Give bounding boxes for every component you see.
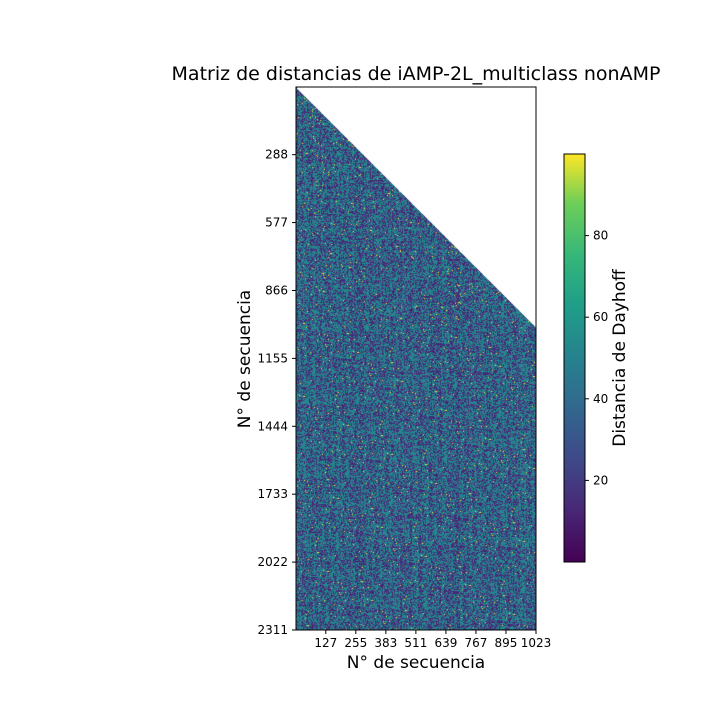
heatmap-cells: [296, 87, 536, 630]
y-tick-label: 1155: [257, 351, 288, 365]
y-tick-label: 866: [265, 283, 288, 297]
x-tick-label: 255: [344, 636, 367, 650]
y-axis-ticks: 288 577 866 1155 1444 1733 2022 2311: [257, 148, 296, 637]
y-tick-label: 1733: [257, 487, 288, 501]
x-tick-label: 127: [314, 636, 337, 650]
chart-title: Matriz de distancias de iAMP-2L_multicla…: [172, 63, 661, 85]
x-axis-ticks: 127 255 383 511 639 767 895 1023: [314, 630, 551, 650]
y-tick-label: 288: [265, 148, 288, 162]
x-axis-title: N° de secuencia: [347, 653, 485, 673]
x-tick-label: 895: [495, 636, 518, 650]
x-tick-label: 767: [464, 636, 487, 650]
y-tick-label: 577: [265, 216, 288, 230]
colorbar-tick-label: 80: [593, 229, 608, 243]
x-tick-label: 639: [434, 636, 457, 650]
y-axis-title: N° de secuencia: [235, 290, 255, 428]
colorbar: [563, 153, 586, 563]
y-tick-label: 1444: [257, 419, 288, 433]
colorbar-tick-label: 40: [593, 392, 608, 406]
y-tick-label: 2311: [257, 623, 288, 637]
x-tick-label: 1023: [521, 636, 552, 650]
colorbar-tick-label: 20: [593, 473, 608, 487]
colorbar-tick-label: 60: [593, 310, 608, 324]
colorbar-ticks: 20 40 60 80: [585, 229, 608, 487]
x-tick-label: 511: [404, 636, 427, 650]
colorbar-label: Distancia de Dayhoff: [610, 268, 630, 447]
x-tick-label: 383: [374, 636, 397, 650]
y-tick-label: 2022: [257, 555, 288, 569]
